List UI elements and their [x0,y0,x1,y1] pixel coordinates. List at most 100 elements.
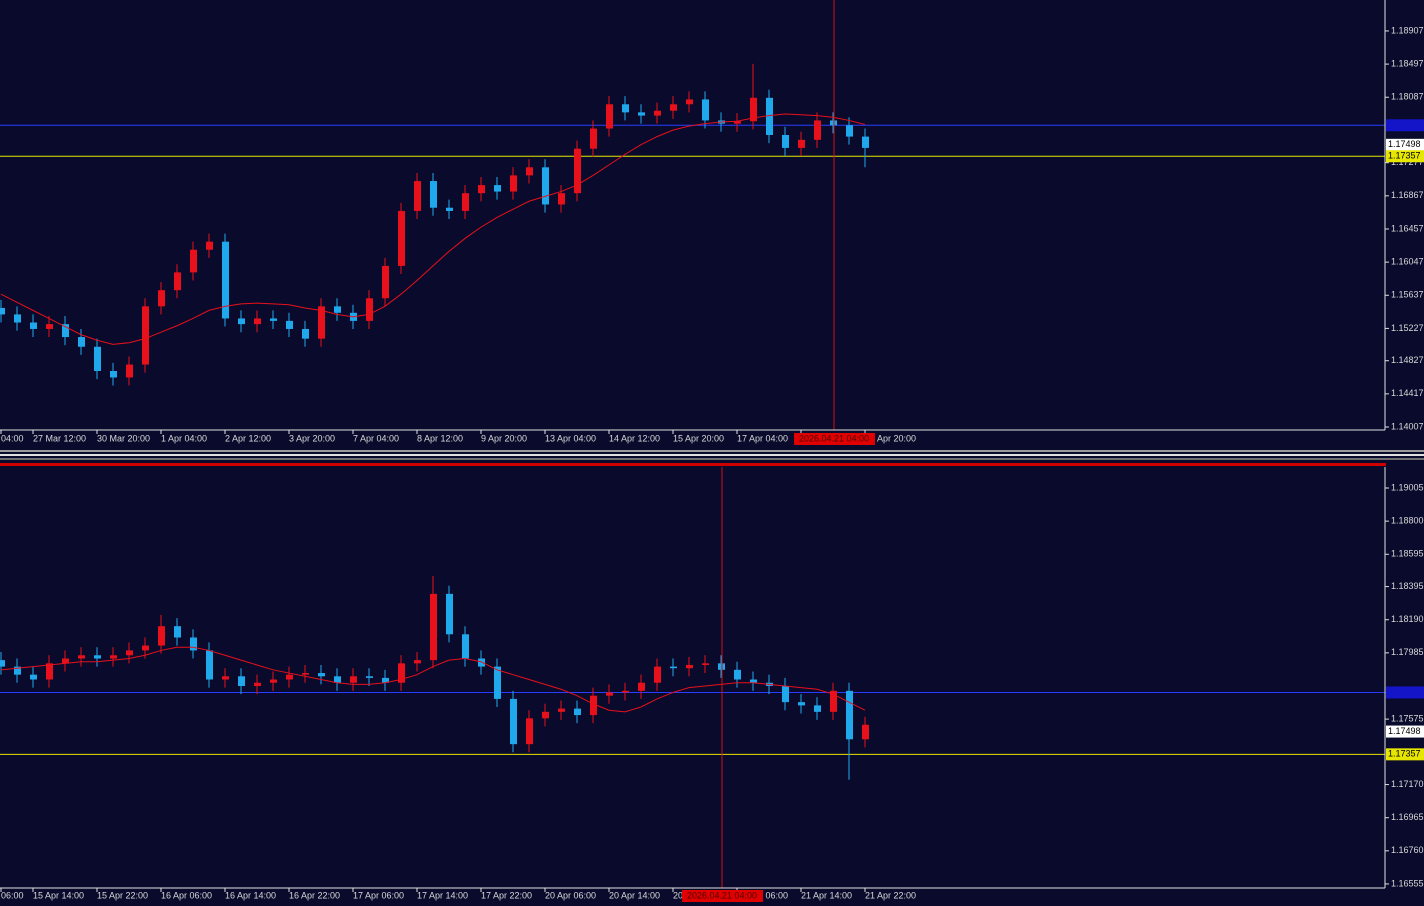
x-tick-label: 21 Apr 14:00 [801,890,852,900]
y-tick-label: 1.14417 [1391,388,1424,398]
candle-body [110,370,117,378]
y-tick-label: 1.18087 [1391,92,1424,102]
candle-body [526,167,533,176]
candle-body [542,167,549,205]
candle-body [30,322,37,329]
candle-body [766,97,773,135]
candle-body [430,593,437,661]
x-tick-label: 17 Apr 22:00 [481,890,532,900]
candle-body [590,128,597,149]
y-tick-label: 1.17575 [1391,713,1424,723]
y-tick-label: 1.18497 [1391,58,1424,68]
x-tick-label: 9 Apr 20:00 [481,433,527,443]
candle-body [478,185,485,194]
y-tick-label: 1.14827 [1391,355,1424,365]
candle-body [382,677,389,683]
candle-body [110,655,117,659]
candle-body [414,181,421,211]
candle-body [126,650,133,656]
active-frame [0,463,1386,466]
candle-body [30,674,37,680]
candle-body [62,658,69,664]
candle-body [382,265,389,299]
candle-body [222,241,229,319]
x-tick-label: 16 Apr 06:00 [161,890,212,900]
candle-body [686,664,693,669]
x-tick-label: 2 Apr 12:00 [225,433,271,443]
candle-body [670,104,677,111]
candle-body [622,104,629,113]
y-tick-label: 1.19005 [1391,482,1424,492]
candle-body [798,139,805,148]
level-price-box [1386,119,1424,132]
y-tick-label: 1.14007 [1391,421,1424,431]
crosshair-label-box [794,433,875,445]
x-tick-label: 21 Apr 22:00 [865,890,916,900]
candle-body [814,120,821,140]
candle-body [190,249,197,273]
x-tick-label: 7 Apr 04:00 [353,433,399,443]
x-tick-label: 15 Apr 22:00 [97,890,148,900]
candle-body [734,669,741,680]
x-tick-label: 06:00 [1,890,24,900]
candle-body [558,193,565,205]
candle-body [126,364,133,378]
x-tick-label: 8 Apr 12:00 [417,433,463,443]
candle-body [286,320,293,329]
candle-body [0,660,5,667]
candle-body [702,99,709,121]
bid-price-box [1386,725,1424,738]
y-tick-label: 1.18907 [1391,25,1424,35]
y-tick-label: 1.16867 [1391,190,1424,200]
candle-body [654,110,661,116]
candle-body [526,718,533,745]
x-tick-label: 30 Mar 20:00 [97,433,150,443]
candle-body [606,104,613,129]
candle-body [366,298,373,321]
candle-body [62,324,69,338]
level-price-box [1386,686,1424,699]
y-tick-label: 1.17985 [1391,647,1424,657]
candle-body [238,676,245,686]
y-tick-label: 1.17170 [1391,779,1424,789]
candle-body [286,674,293,680]
x-tick-label: 27 Mar 12:00 [33,433,86,443]
candle-body [78,655,85,659]
y-tick-label: 1.18800 [1391,516,1424,526]
candle-body [238,318,245,325]
y-tick-label: 1.18395 [1391,581,1424,591]
x-tick-label: 3 Apr 20:00 [289,433,335,443]
crosshair-label-box [682,890,763,902]
candle-body [46,663,53,680]
candle-body [334,676,341,683]
candle-body [414,660,421,664]
candle-body [0,307,5,315]
candle-body [734,121,741,124]
candle-body [670,666,677,669]
candle-body [302,673,309,675]
candle-body [510,175,517,192]
level-price-box [1386,748,1424,761]
x-tick-label: 13 Apr 04:00 [545,433,596,443]
y-tick-label: 1.16555 [1391,878,1424,888]
candle-body [318,673,325,677]
candle-body [462,193,469,211]
candle-body [846,690,853,740]
candle-body [398,210,405,266]
x-tick-label: 16 Apr 22:00 [289,890,340,900]
candle-body [686,99,693,105]
candle-body [270,679,277,683]
candle-body [510,698,517,745]
y-tick-label: 1.15227 [1391,323,1424,333]
candle-body [638,682,645,691]
level-price-label: 1.17357 [1388,151,1421,161]
candle-body [14,314,21,323]
candle-body [350,676,357,683]
y-tick-label: 1.18595 [1391,549,1424,559]
candle-body [158,626,165,646]
x-tick-label: 14 Apr 12:00 [609,433,660,443]
candle-body [622,690,629,693]
x-tick-label: 04:00 [1,433,24,443]
candle-body [318,306,325,339]
